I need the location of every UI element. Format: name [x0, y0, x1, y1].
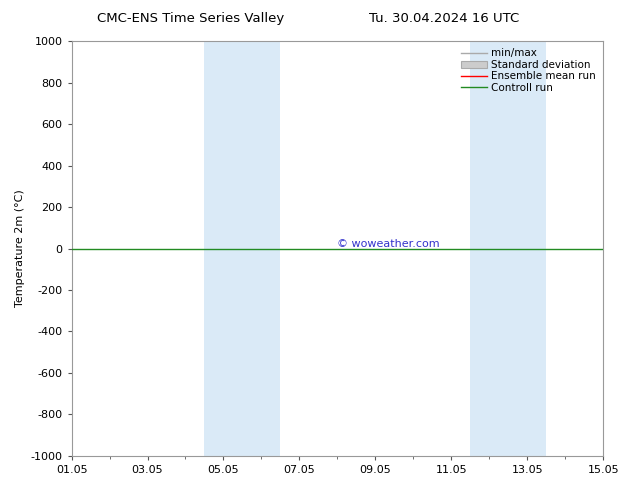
Legend: min/max, Standard deviation, Ensemble mean run, Controll run: min/max, Standard deviation, Ensemble me…	[459, 46, 598, 95]
Bar	[205, 41, 280, 456]
Text: © woweather.com: © woweather.com	[337, 239, 440, 248]
Y-axis label: Temperature 2m (°C): Temperature 2m (°C)	[15, 190, 25, 307]
Text: Tu. 30.04.2024 16 UTC: Tu. 30.04.2024 16 UTC	[369, 12, 519, 25]
Bar	[470, 41, 547, 456]
Text: CMC-ENS Time Series Valley: CMC-ENS Time Series Valley	[96, 12, 284, 25]
